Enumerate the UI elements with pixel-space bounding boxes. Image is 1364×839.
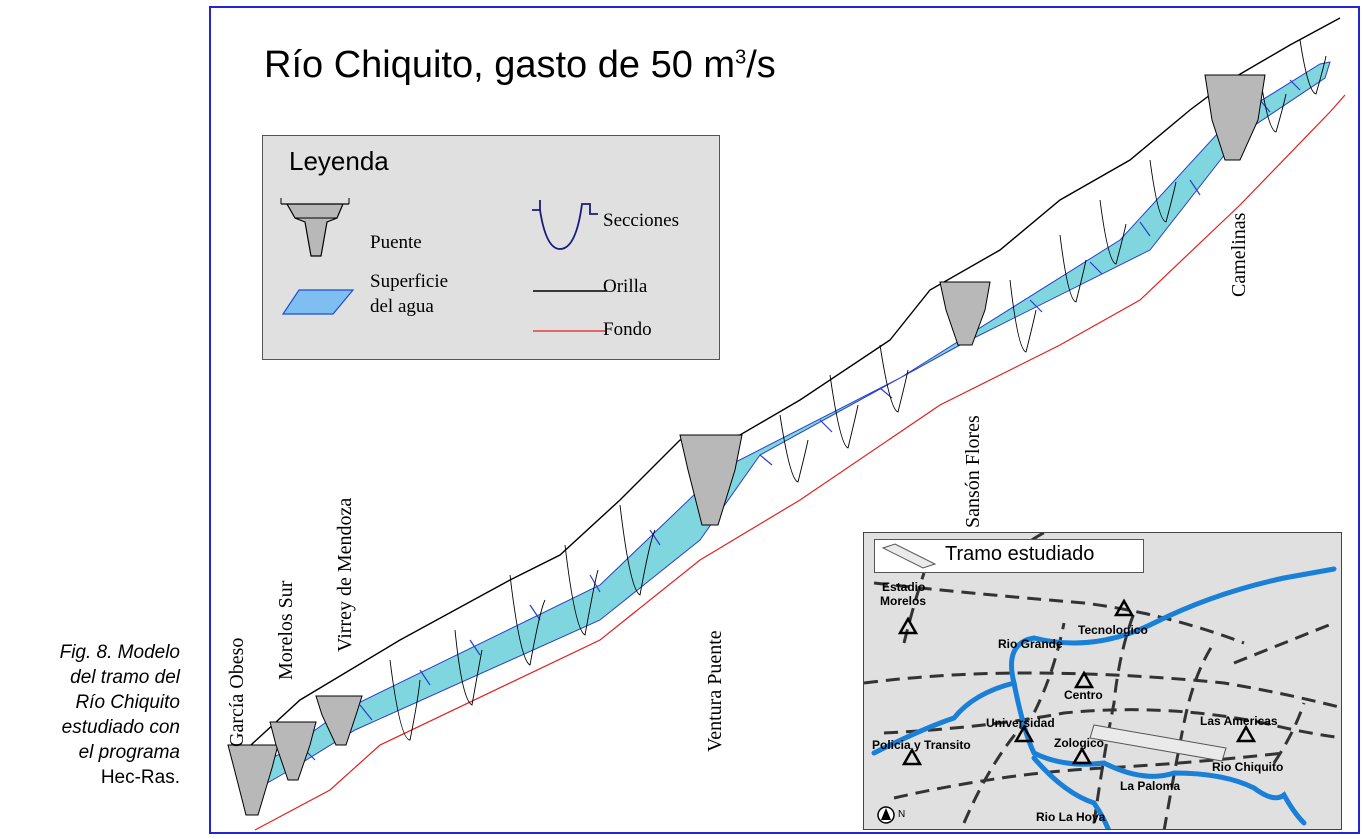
legend-label-orilla: Orilla — [603, 276, 648, 297]
map-label-universidad: Universidad — [986, 716, 1055, 730]
caption-line: Río Chiquito — [75, 692, 180, 713]
title-text: Río Chiquito, gasto de 50 m — [264, 44, 736, 86]
bridge-virrey — [315, 695, 363, 746]
bridge-sanson — [939, 281, 991, 346]
legend-title: Leyenda — [289, 146, 389, 176]
landmark-centro — [1073, 670, 1095, 689]
landmark-estadio — [897, 616, 919, 635]
figure-frame — [209, 6, 1360, 834]
map-legend-label: Tramo estudiado — [945, 543, 1095, 565]
map-drawing — [864, 533, 1341, 829]
map-label-rio-chiquito: Rio Chiquito — [1212, 760, 1284, 774]
legend-label-secciones: Secciones — [603, 210, 679, 231]
legend-label-fondo: Fondo — [603, 319, 652, 340]
title-suffix: /s — [746, 44, 776, 86]
map-rivers — [871, 566, 1337, 829]
landmark-tecnologico — [1113, 598, 1135, 617]
landmark-policia — [901, 747, 923, 766]
map-label-rio-la-hoya: Rio La Hoya — [1036, 810, 1106, 824]
map-label-zologico: Zologico — [1054, 736, 1104, 750]
map-label-las-americas: Las Americas — [1200, 714, 1278, 728]
figure-caption: Fig. 8. Modelo del tramo del Río Chiquit… — [0, 640, 180, 790]
title-superscript: 3 — [735, 46, 747, 69]
studied-reach-icon — [881, 543, 937, 569]
cross-sections — [389, 39, 1327, 741]
bottom-line-icon — [533, 330, 607, 332]
bridge-ventura — [679, 434, 743, 526]
bridge-icon — [280, 198, 350, 257]
label-sanson-flores: Sansón Flores — [962, 415, 984, 528]
caption-line: del tramo del — [70, 667, 180, 688]
map-legend: Tramo estudiado — [874, 539, 1144, 573]
legend-label-del-agua: del agua — [370, 296, 434, 317]
caption-line: Fig. 8. Modelo — [59, 642, 180, 663]
label-garcia-obeso: García Obeso — [226, 637, 248, 747]
caption-line: el programa — [78, 742, 180, 763]
map-label-tecnologico: Tecnologico — [1078, 623, 1148, 637]
north-arrow-icon — [877, 806, 895, 824]
caption-line: estudiado con — [61, 717, 180, 738]
location-map: Tramo estudiado Estadio Morelos Tecnolog… — [863, 532, 1342, 830]
map-landmarks — [897, 598, 1257, 766]
map-label-estadio: Estadio — [882, 580, 926, 594]
water-surface-icon — [281, 289, 355, 315]
label-virrey-de-mendoza: Virrey de Mendoza — [334, 497, 356, 652]
map-label-rio-grande: Rio Grande — [998, 637, 1063, 651]
bank-line-icon — [533, 290, 607, 292]
label-camelinas: Camelinas — [1228, 212, 1250, 297]
bridge-morelos-sur — [269, 721, 317, 781]
legend-box: Leyenda Puente Secciones Superficie del … — [262, 135, 720, 360]
cross-section-icon — [532, 200, 598, 250]
map-label-policia: Policia y Transito — [872, 738, 971, 752]
map-label-north: N — [898, 809, 906, 820]
caption-line: Hec-Ras. — [100, 767, 180, 788]
landmark-universidad — [1013, 724, 1035, 743]
legend-label-puente: Puente — [370, 232, 422, 253]
landmark-las-americas — [1235, 724, 1257, 743]
studied-reach — [1089, 724, 1227, 762]
label-morelos-sur: Morelos Sur — [275, 580, 297, 680]
bridge-structures — [227, 74, 1266, 816]
legend-label-superficie: Superficie — [370, 271, 449, 292]
map-roads — [864, 533, 1341, 829]
map-label-morelos: Morelos — [880, 594, 927, 608]
figure-title: Río Chiquito, gasto de 50 m3/s — [264, 44, 776, 87]
label-ventura-puente: Ventura Puente — [704, 630, 726, 752]
map-label-centro: Centro — [1064, 688, 1103, 702]
bottom-line — [254, 94, 1346, 831]
map-label-la-paloma: La Paloma — [1120, 779, 1181, 793]
landmark-zologico — [1071, 746, 1093, 765]
bridge-camelinas — [1204, 74, 1266, 161]
bank-line — [239, 17, 1341, 756]
